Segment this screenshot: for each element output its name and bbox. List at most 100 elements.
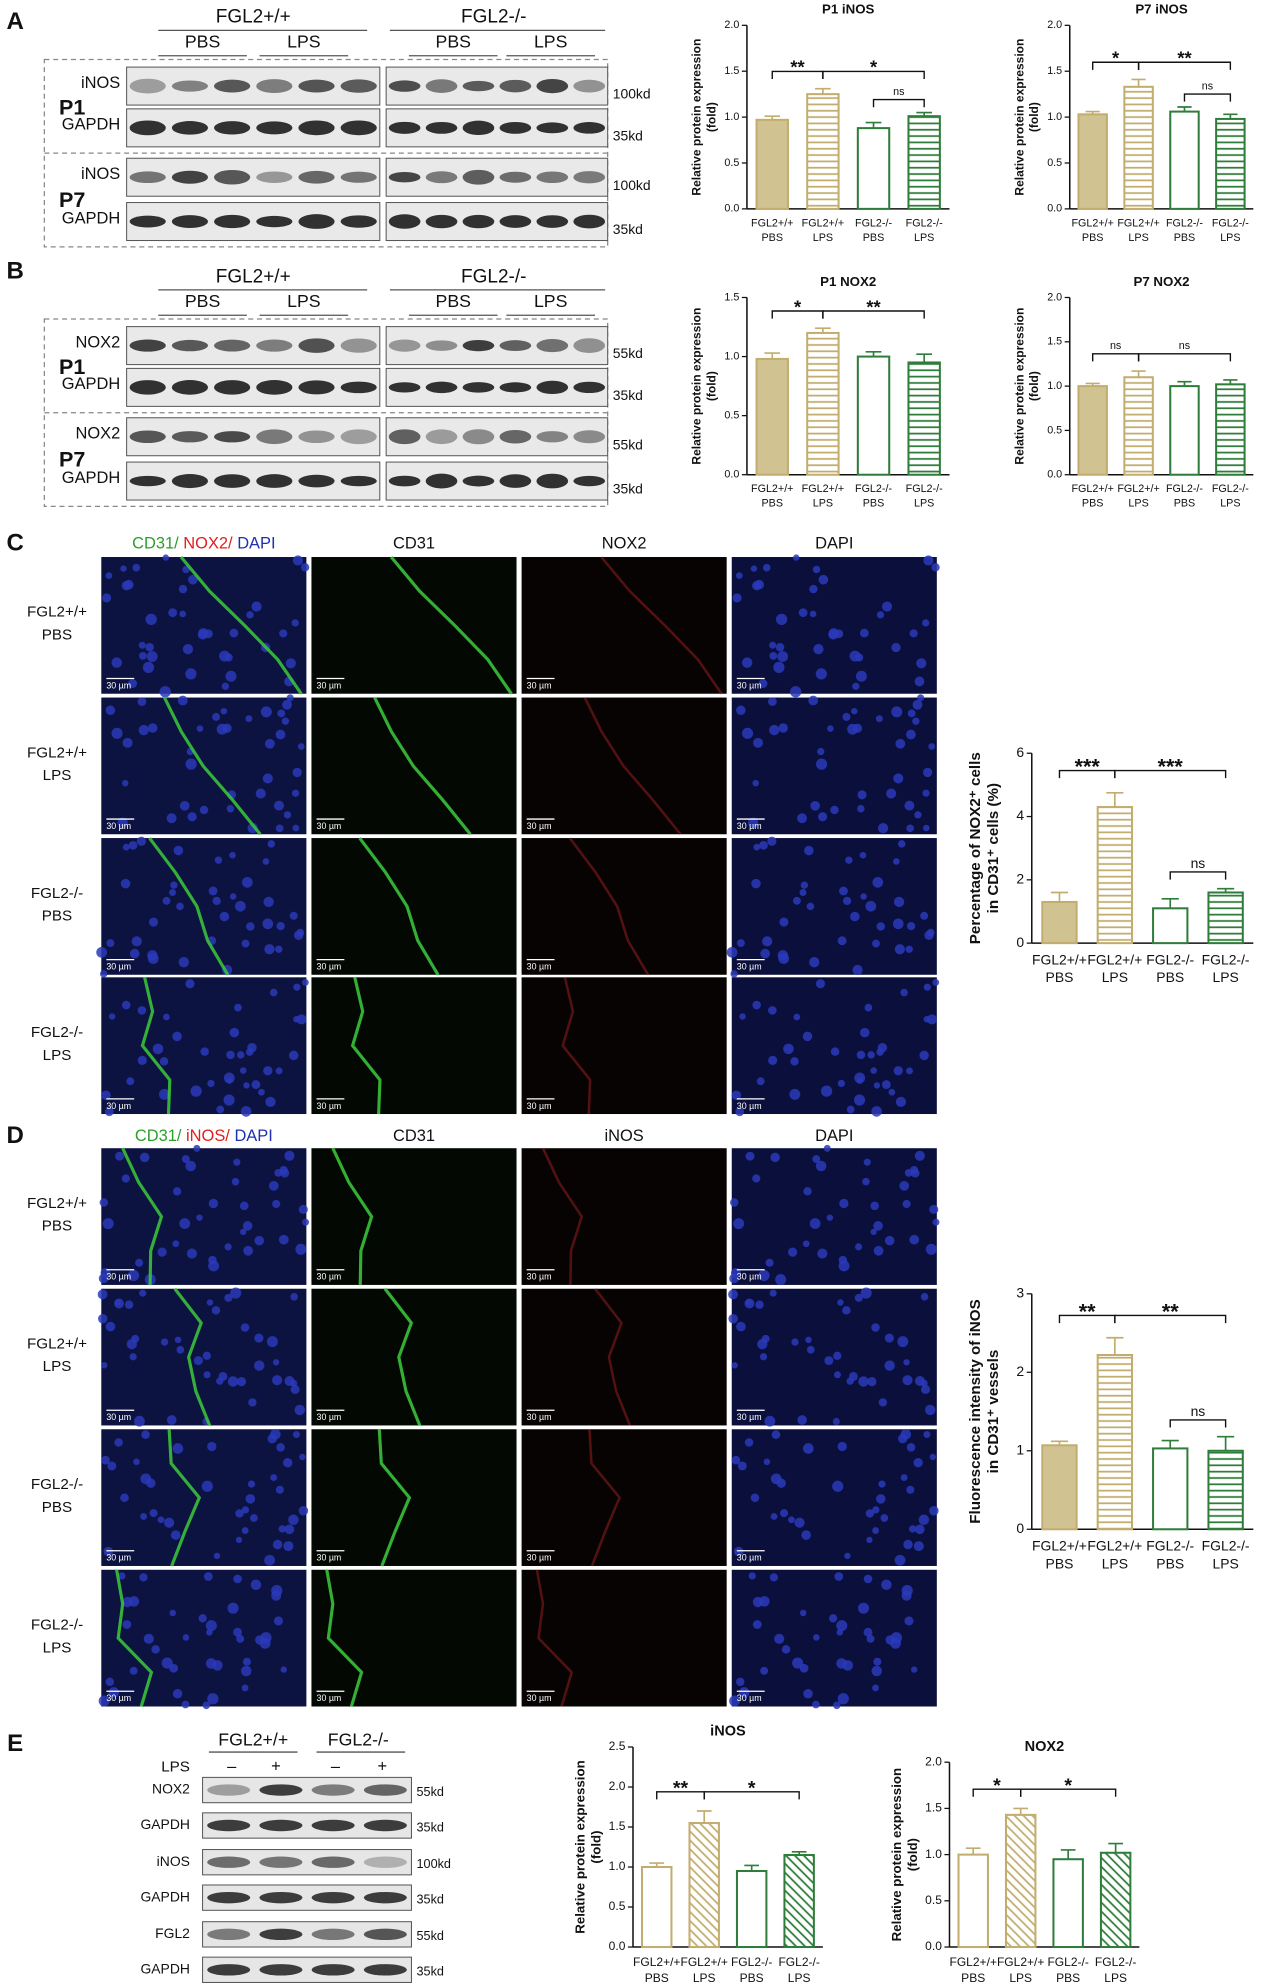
nucleus <box>122 1596 133 1608</box>
row-treatment: PBS <box>42 1218 72 1235</box>
nucleus <box>275 824 284 833</box>
vessel <box>179 556 303 695</box>
nucleus <box>277 709 286 718</box>
nucleus <box>912 717 920 725</box>
error-bar <box>1223 379 1238 385</box>
scale-bar-label: 30 µm <box>106 1553 131 1563</box>
vessel <box>167 1429 202 1567</box>
nucleus <box>915 1524 925 1535</box>
nucleus <box>837 1693 849 1705</box>
nucleus <box>913 1541 924 1552</box>
treatment: PBS <box>185 291 220 311</box>
nucleus <box>243 1082 250 1089</box>
nucleus <box>263 896 274 908</box>
nucleus <box>227 1376 239 1387</box>
nucleus <box>914 1150 925 1161</box>
blot-band <box>499 215 532 228</box>
blot-band <box>129 120 166 136</box>
nucleus <box>170 1530 181 1540</box>
nucleus <box>172 1689 183 1699</box>
nucleus <box>241 877 253 888</box>
nucleus <box>203 1572 213 1581</box>
nucleus <box>301 979 309 986</box>
nucleus <box>810 800 820 811</box>
nucleus <box>121 581 132 591</box>
x-group-label: FGL2-/- <box>1166 217 1203 229</box>
blot-band <box>298 170 335 184</box>
blot-band <box>311 1819 355 1832</box>
nucleus <box>926 928 935 937</box>
nucleus <box>813 1634 820 1641</box>
nucleus <box>736 1677 745 1687</box>
nucleus <box>120 1493 129 1503</box>
scale-bar-label: 30 µm <box>527 1553 552 1563</box>
significance-label: ns <box>1110 340 1121 352</box>
nucleus <box>205 1620 217 1632</box>
bar <box>1215 383 1246 476</box>
nucleus <box>173 845 184 856</box>
x-group-label: FGL2-/- <box>906 217 943 229</box>
nucleus <box>122 843 130 851</box>
nucleus <box>863 1627 873 1637</box>
error-bar <box>1177 380 1192 387</box>
error-bar <box>1223 113 1238 119</box>
nucleus <box>863 1574 873 1584</box>
nucleus <box>836 1629 844 1636</box>
nucleus <box>872 877 884 888</box>
nucleus <box>272 1539 283 1550</box>
x-tick-label: PBS <box>1046 969 1074 985</box>
nucleus <box>900 988 908 997</box>
nucleus <box>96 946 107 958</box>
blot-band <box>425 340 458 351</box>
scale-bar-label: 30 µm <box>106 1101 131 1111</box>
error-bar <box>1217 1435 1235 1451</box>
nucleus <box>916 658 927 669</box>
nucleus <box>299 1453 306 1461</box>
row-treatment: LPS <box>43 1047 72 1064</box>
nucleus <box>733 1546 744 1557</box>
nucleus <box>923 555 934 566</box>
nucleus <box>280 1168 290 1178</box>
y-axis-label: (fold) <box>704 371 718 401</box>
nucleus <box>172 1187 182 1196</box>
nucleus <box>769 724 780 736</box>
nucleus <box>129 1353 137 1361</box>
significance-label: * <box>870 57 878 78</box>
nucleus <box>296 1014 307 1025</box>
y-tick-label: 2.0 <box>609 1779 626 1793</box>
nucleus <box>923 983 931 991</box>
row-genotype: FGL2+/+ <box>27 1195 87 1212</box>
nucleus <box>881 601 893 612</box>
nucleus <box>758 679 768 689</box>
error-bar <box>916 353 933 363</box>
blot-band <box>499 429 532 444</box>
x-tick-label: PBS <box>863 498 885 510</box>
nucleus <box>179 610 187 618</box>
nucleus <box>229 851 236 859</box>
vessel <box>389 556 513 695</box>
nucleus <box>912 699 923 710</box>
y-tick-label: 2 <box>1016 871 1024 887</box>
nucleus <box>741 727 754 739</box>
y-tick-label: 1.5 <box>1047 65 1062 77</box>
x-group-label: FGL2-/- <box>1166 483 1203 495</box>
blot-band <box>340 79 377 93</box>
nucleus <box>901 1584 913 1597</box>
scale-bar-label: 30 µm <box>317 1272 342 1282</box>
nucleus <box>903 1539 913 1550</box>
nucleus <box>895 738 906 749</box>
nucleus <box>275 1067 283 1075</box>
blot-band <box>340 120 377 136</box>
x-group-label: FGL2+/+ <box>751 483 793 495</box>
panel-letter: A <box>7 8 24 35</box>
y-axis-label: (fold) <box>905 1838 920 1871</box>
nucleus <box>142 661 155 674</box>
bar <box>957 1853 989 1949</box>
nucleus <box>728 1289 738 1300</box>
nucleus <box>266 1336 278 1348</box>
scale-bar-label: 30 µm <box>527 821 552 831</box>
treatment-sign: + <box>378 1758 388 1776</box>
nucleus <box>275 945 283 953</box>
scale-bar-label: 30 µm <box>317 821 342 831</box>
y-axis-label: in CD31⁺ cells (%) <box>985 783 1002 913</box>
